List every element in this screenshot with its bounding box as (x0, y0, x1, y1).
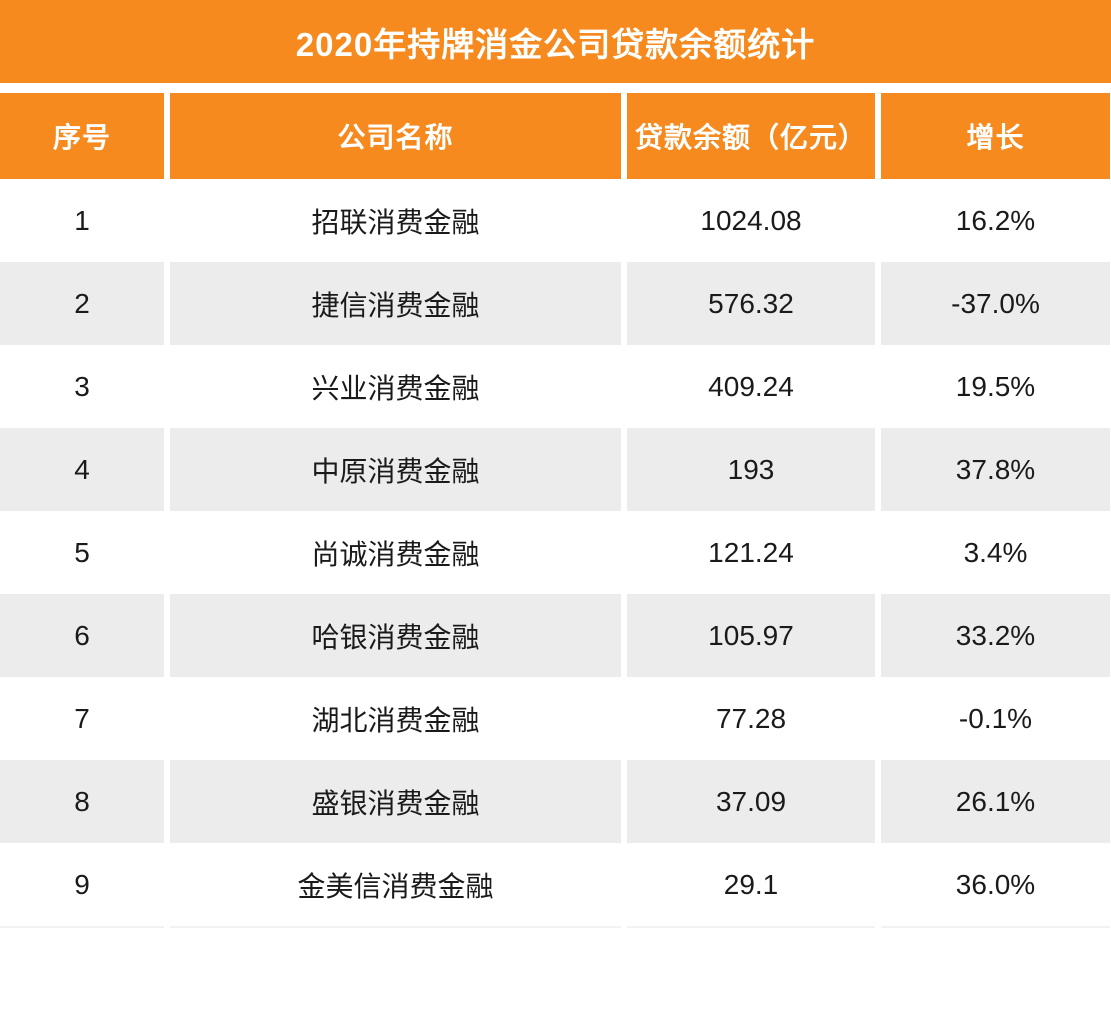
cell-growth: 36.0% (881, 843, 1110, 926)
cell-balance: 121.24 (627, 511, 875, 594)
cell-growth: 19.5% (881, 345, 1110, 428)
cell-company: 捷信消费金融 (170, 262, 621, 345)
cell-no: 4 (0, 428, 164, 511)
cell-company: 尚诚消费金融 (170, 511, 621, 594)
cell-company: 金美信消费金融 (170, 843, 621, 926)
cell-growth: -0.1% (881, 677, 1110, 760)
table-row: 8 盛银消费金融 37.09 26.1% (0, 760, 1111, 843)
cell-growth: 37.8% (881, 428, 1110, 511)
cell-no: 6 (0, 594, 164, 677)
cell-company: 兴业消费金融 (170, 345, 621, 428)
cell-no: 2 (0, 262, 164, 345)
cell-company: 招联消费金融 (170, 179, 621, 262)
cell-balance: 409.24 (627, 345, 875, 428)
cell-balance: 193 (627, 428, 875, 511)
cell-growth: -37.0% (881, 262, 1110, 345)
cell-company: 哈银消费金融 (170, 594, 621, 677)
cell-no: 7 (0, 677, 164, 760)
cell-no: 5 (0, 511, 164, 594)
header-cell-no: 序号 (0, 93, 164, 179)
table-row: 3 兴业消费金融 409.24 19.5% (0, 345, 1111, 428)
cell-balance: 1024.08 (627, 179, 875, 262)
cell-balance: 105.97 (627, 594, 875, 677)
cell-no: 8 (0, 760, 164, 843)
bottom-edge-segment (881, 926, 1110, 928)
bottom-edge-segment (0, 926, 164, 928)
header-cell-company: 公司名称 (170, 93, 621, 179)
cell-no: 9 (0, 843, 164, 926)
cell-growth: 26.1% (881, 760, 1110, 843)
page-title: 2020年持牌消金公司贷款余额统计 (295, 25, 816, 63)
cell-company: 湖北消费金融 (170, 677, 621, 760)
cell-growth: 33.2% (881, 594, 1110, 677)
header-cell-balance: 贷款余额（亿元） (627, 93, 875, 179)
header-cell-growth: 增长 (881, 93, 1110, 179)
cell-growth: 3.4% (881, 511, 1110, 594)
cell-balance: 576.32 (627, 262, 875, 345)
table-body: 1 招联消费金融 1024.08 16.2% 2 捷信消费金融 576.32 -… (0, 179, 1111, 926)
table-row: 9 金美信消费金融 29.1 36.0% (0, 843, 1111, 926)
bottom-edge-segment (170, 926, 621, 928)
table-row: 5 尚诚消费金融 121.24 3.4% (0, 511, 1111, 594)
table-row: 4 中原消费金融 193 37.8% (0, 428, 1111, 511)
cell-balance: 29.1 (627, 843, 875, 926)
cell-no: 3 (0, 345, 164, 428)
cell-company: 中原消费金融 (170, 428, 621, 511)
title-banner: 2020年持牌消金公司贷款余额统计 (0, 0, 1111, 83)
cell-growth: 16.2% (881, 179, 1110, 262)
table-row: 6 哈银消费金融 105.97 33.2% (0, 594, 1111, 677)
table-row: 7 湖北消费金融 77.28 -0.1% (0, 677, 1111, 760)
table-row: 1 招联消费金融 1024.08 16.2% (0, 179, 1111, 262)
table-bottom-edge (0, 926, 1111, 928)
table-row: 2 捷信消费金融 576.32 -37.0% (0, 262, 1111, 345)
cell-balance: 77.28 (627, 677, 875, 760)
cell-no: 1 (0, 179, 164, 262)
table-header-row: 序号 公司名称 贷款余额（亿元） 增长 (0, 93, 1111, 179)
cell-company: 盛银消费金融 (170, 760, 621, 843)
bottom-edge-segment (627, 926, 875, 928)
cell-balance: 37.09 (627, 760, 875, 843)
